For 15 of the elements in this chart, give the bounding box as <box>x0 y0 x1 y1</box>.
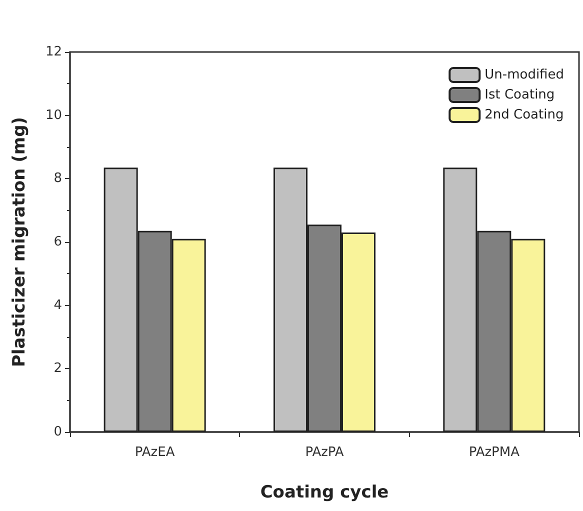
y-tick-label: 8 <box>54 171 62 186</box>
legend-label: Ist Coating <box>484 88 555 102</box>
y-tick-label: 12 <box>45 44 62 60</box>
y-tick-label: 4 <box>54 298 62 313</box>
x-axis-title: Coating cycle <box>260 482 389 502</box>
y-tick-label: 2 <box>54 361 62 376</box>
x-tick-label: PAzEA <box>134 445 175 460</box>
y-axis-title: Plasticizer migration (mg) <box>10 116 30 368</box>
y-tick-label: 6 <box>54 234 62 250</box>
y-tick-label: 10 <box>45 108 62 123</box>
legend-label: Un-modified <box>484 68 564 82</box>
y-tick-label: 0 <box>54 424 62 440</box>
x-tick-label: PAzPA <box>305 445 344 460</box>
legend-label: 2nd Coating <box>484 108 564 122</box>
x-tick-label: PAzPMA <box>468 445 520 460</box>
